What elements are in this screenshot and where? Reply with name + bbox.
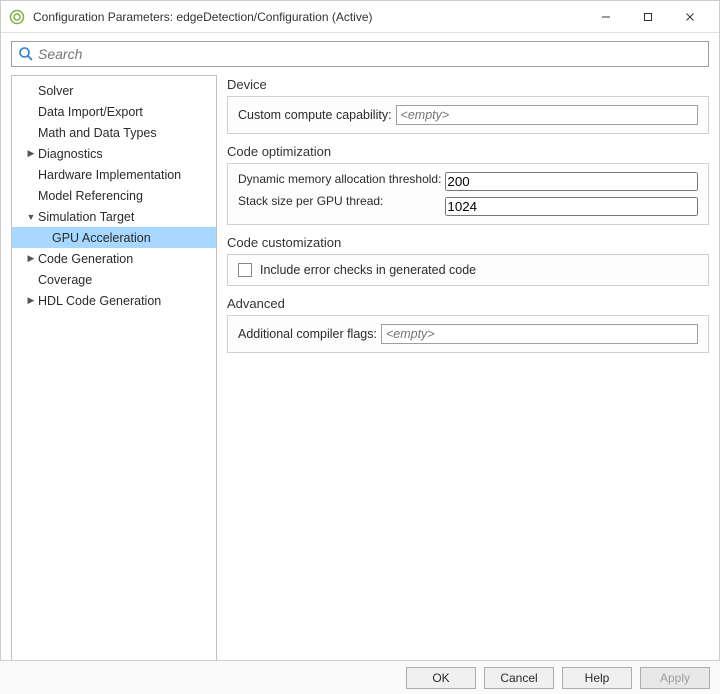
ok-button[interactable]: OK	[406, 667, 476, 689]
maximize-button[interactable]	[627, 2, 669, 32]
sidebar-item-label: Code Generation	[38, 252, 133, 266]
search-input[interactable]	[38, 46, 702, 62]
help-button[interactable]: Help	[562, 667, 632, 689]
input-custom-compute[interactable]	[396, 105, 698, 125]
sidebar-item-coverage[interactable]: ▶Coverage	[12, 269, 216, 290]
chevron-right-icon[interactable]: ▶	[26, 296, 36, 306]
help-button-label: Help	[585, 671, 610, 685]
sidebar-item-label: Simulation Target	[38, 210, 134, 224]
chevron-right-icon[interactable]: ▶	[26, 254, 36, 264]
sidebar-item-gpu-acceleration[interactable]: ▶GPU Acceleration	[12, 227, 216, 248]
minimize-button[interactable]	[585, 2, 627, 32]
label-dyn-mem: Dynamic memory allocation threshold:	[238, 172, 441, 186]
row-custom-compute: Custom compute capability:	[238, 105, 698, 125]
sidebar-item-math-and-data-types[interactable]: ▶Math and Data Types	[12, 122, 216, 143]
label-compiler-flags: Additional compiler flags:	[238, 327, 377, 341]
app-icon	[9, 9, 25, 25]
row-error-checks[interactable]: Include error checks in generated code	[238, 263, 698, 277]
apply-button-label: Apply	[660, 671, 690, 685]
cancel-button[interactable]: Cancel	[484, 667, 554, 689]
sidebar-item-label: Data Import/Export	[38, 105, 143, 119]
window-title: Configuration Parameters: edgeDetection/…	[33, 10, 585, 24]
dialog-button-row: OK Cancel Help Apply	[0, 660, 720, 694]
sidebar-item-label: Model Referencing	[38, 189, 143, 203]
cancel-button-label: Cancel	[500, 671, 537, 685]
sidebar-item-label: Diagnostics	[38, 147, 103, 161]
section-advanced: Additional compiler flags:	[227, 315, 709, 353]
sidebar-item-label: HDL Code Generation	[38, 294, 161, 308]
section-title-advanced: Advanced	[227, 296, 709, 311]
sidebar-item-simulation-target[interactable]: ▼Simulation Target	[12, 206, 216, 227]
section-device: Custom compute capability:	[227, 96, 709, 134]
label-error-checks: Include error checks in generated code	[260, 263, 476, 277]
checkbox-error-checks[interactable]	[238, 263, 252, 277]
titlebar: Configuration Parameters: edgeDetection/…	[1, 1, 719, 33]
main-panel: Device Custom compute capability: Code o…	[227, 75, 709, 665]
sidebar-item-label: Math and Data Types	[38, 126, 157, 140]
sidebar-item-code-generation[interactable]: ▶Code Generation	[12, 248, 216, 269]
section-title-customization: Code customization	[227, 235, 709, 250]
row-compiler-flags: Additional compiler flags:	[238, 324, 698, 344]
input-compiler-flags[interactable]	[381, 324, 698, 344]
ok-button-label: OK	[432, 671, 449, 685]
sidebar-item-solver[interactable]: ▶Solver	[12, 80, 216, 101]
section-title-device: Device	[227, 77, 709, 92]
sidebar-item-hdl-code-generation[interactable]: ▶HDL Code Generation	[12, 290, 216, 311]
sidebar-item-diagnostics[interactable]: ▶Diagnostics	[12, 143, 216, 164]
section-title-optimization: Code optimization	[227, 144, 709, 159]
section-optimization: Dynamic memory allocation threshold: Sta…	[227, 163, 709, 225]
sidebar-item-model-referencing[interactable]: ▶Model Referencing	[12, 185, 216, 206]
search-row	[1, 33, 719, 71]
section-customization: Include error checks in generated code	[227, 254, 709, 286]
close-button[interactable]	[669, 2, 711, 32]
input-dyn-mem[interactable]	[445, 172, 698, 191]
label-custom-compute: Custom compute capability:	[238, 108, 392, 122]
optimization-inputs	[445, 172, 698, 216]
sidebar-item-label: GPU Acceleration	[52, 231, 151, 245]
sidebar-item-label: Hardware Implementation	[38, 168, 181, 182]
input-stack[interactable]	[445, 197, 698, 216]
sidebar-item-hardware-implementation[interactable]: ▶Hardware Implementation	[12, 164, 216, 185]
search-icon	[18, 46, 34, 62]
label-stack: Stack size per GPU thread:	[238, 194, 441, 208]
content-area: ▶Solver▶Data Import/Export▶Math and Data…	[1, 71, 719, 665]
sidebar-item-label: Coverage	[38, 273, 92, 287]
sidebar-item-label: Solver	[38, 84, 73, 98]
chevron-down-icon[interactable]: ▼	[26, 212, 36, 222]
sidebar-item-data-import-export[interactable]: ▶Data Import/Export	[12, 101, 216, 122]
window-controls	[585, 2, 711, 32]
chevron-right-icon[interactable]: ▶	[26, 149, 36, 159]
search-box[interactable]	[11, 41, 709, 67]
sidebar-tree: ▶Solver▶Data Import/Export▶Math and Data…	[11, 75, 217, 665]
apply-button[interactable]: Apply	[640, 667, 710, 689]
optimization-labels: Dynamic memory allocation threshold: Sta…	[238, 172, 441, 216]
